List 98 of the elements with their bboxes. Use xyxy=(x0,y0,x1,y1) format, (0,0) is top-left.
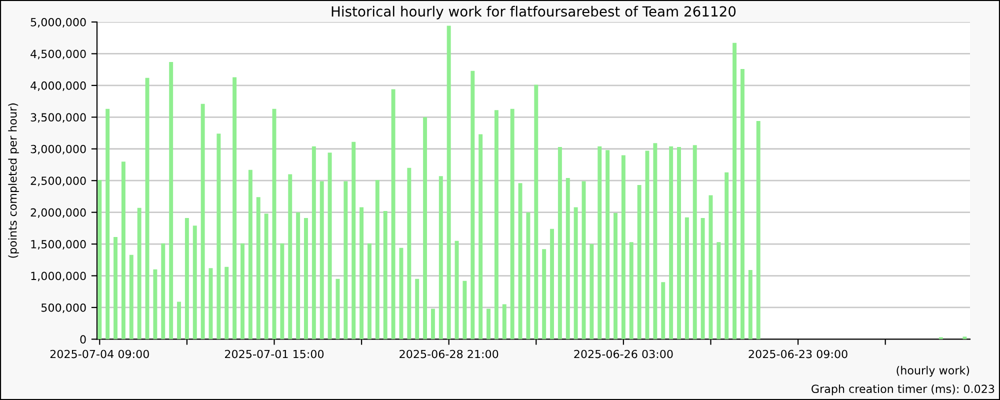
bar xyxy=(606,150,610,340)
bar xyxy=(716,242,721,340)
bar xyxy=(629,242,634,340)
y-axis-title: (points completed per hour) xyxy=(8,103,19,258)
bar xyxy=(598,146,602,340)
bar xyxy=(216,134,221,340)
bar xyxy=(438,176,443,340)
bar xyxy=(692,145,697,340)
bar xyxy=(240,243,244,340)
bar xyxy=(542,249,546,340)
bar xyxy=(264,214,268,340)
bar xyxy=(566,178,570,340)
bar xyxy=(962,336,967,340)
bar xyxy=(756,120,760,340)
bar xyxy=(415,278,420,340)
x-tick-label: 2025-07-01 15:00 xyxy=(224,350,324,358)
bar xyxy=(677,146,681,340)
bar xyxy=(614,212,618,340)
bar xyxy=(430,308,435,340)
bar xyxy=(510,108,514,340)
bar xyxy=(328,152,332,340)
bar xyxy=(478,134,483,340)
y-tick-label: 0 xyxy=(80,335,86,344)
bar xyxy=(550,228,554,340)
bar xyxy=(256,197,260,340)
bar xyxy=(590,244,594,340)
bar xyxy=(169,62,174,340)
bar xyxy=(669,146,674,340)
bar xyxy=(486,308,491,340)
bar xyxy=(368,243,372,340)
bar xyxy=(248,170,252,340)
text: Graph creation timer (ms): 0.023 xyxy=(812,384,994,396)
bar xyxy=(661,282,666,340)
bar xyxy=(423,117,428,340)
bar xyxy=(375,180,380,340)
x-tick-label: 2025-06-26 03:00 xyxy=(574,350,673,358)
bar xyxy=(352,142,356,340)
bar xyxy=(137,208,142,340)
bar xyxy=(391,89,396,340)
bar xyxy=(558,146,562,340)
bar xyxy=(121,162,126,340)
bar xyxy=(224,266,229,340)
y-tick-label: 1,000,000 xyxy=(31,272,86,282)
bar xyxy=(288,174,292,340)
bar xyxy=(724,172,729,340)
bar xyxy=(114,237,118,340)
y-tick-label: 2,000,000 xyxy=(30,208,86,218)
bar xyxy=(129,254,134,340)
bar xyxy=(192,226,197,340)
bar xyxy=(304,218,308,340)
bar xyxy=(296,212,300,340)
bar xyxy=(177,302,181,340)
bar xyxy=(153,269,158,340)
bar xyxy=(740,68,744,340)
bar xyxy=(360,207,364,340)
bar xyxy=(344,181,348,340)
x-tick-label: 2025-06-23 09:00 xyxy=(748,350,848,358)
bar xyxy=(637,185,642,340)
y-tick-label: 5,000,000 xyxy=(30,18,86,28)
bar xyxy=(320,181,324,340)
y-tick-label: 4,000,000 xyxy=(30,81,86,91)
bar xyxy=(518,183,522,340)
bar xyxy=(200,104,205,340)
bar xyxy=(161,243,166,340)
x-axis-title: (hourly work) xyxy=(896,366,970,377)
y-tick-label: 1,500,000 xyxy=(31,240,86,250)
bar xyxy=(700,218,705,340)
bar xyxy=(399,248,404,340)
bar xyxy=(454,240,459,340)
y-tick-label: 2,500,000 xyxy=(30,176,86,186)
bar xyxy=(98,180,102,340)
bar xyxy=(534,84,538,340)
bar xyxy=(312,146,316,340)
bar xyxy=(106,108,110,340)
bar xyxy=(446,26,451,340)
bar xyxy=(280,243,284,340)
bar xyxy=(653,143,658,340)
bar xyxy=(621,155,626,340)
y-tick-label: 500,000 xyxy=(41,303,86,313)
bar xyxy=(502,304,506,340)
bar xyxy=(732,42,737,340)
bar xyxy=(232,77,237,340)
bar xyxy=(462,280,467,340)
y-tick-label: 3,000,000 xyxy=(30,144,86,154)
bar xyxy=(184,218,189,340)
x-tick-label: 2025-06-28 21:00 xyxy=(400,350,498,358)
x-tick-label: 2025-07-04 09:00 xyxy=(50,350,149,358)
bar xyxy=(748,270,752,340)
bar xyxy=(494,110,498,340)
bar xyxy=(383,211,388,340)
bar xyxy=(684,217,689,340)
y-tick-label: 4,500,000 xyxy=(30,50,86,60)
bar xyxy=(526,212,530,340)
bar xyxy=(407,168,412,340)
bar xyxy=(470,70,475,340)
chart-title: Historical hourly work for flatfoursarebest of Team 261120 xyxy=(332,6,736,20)
bar xyxy=(574,207,578,340)
y-tick-label: 3,500,000 xyxy=(30,113,86,123)
